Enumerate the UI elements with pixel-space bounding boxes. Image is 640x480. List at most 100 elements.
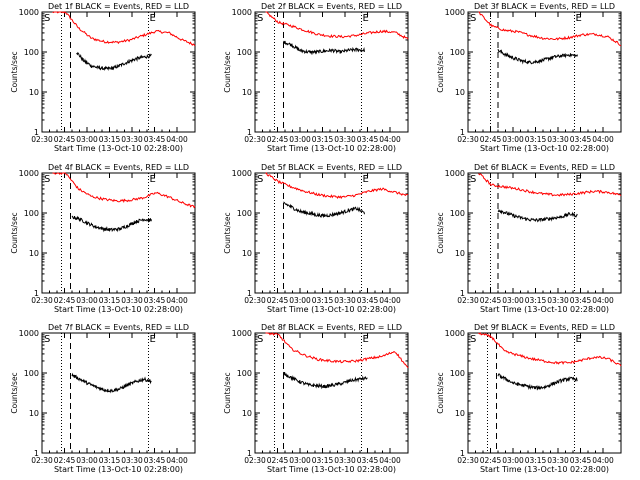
y-axis-label: Counts/sec: [10, 212, 19, 253]
end-marker: E: [150, 13, 156, 24]
x-tick-label: 04:00: [379, 456, 401, 465]
x-tick-label: 03:00: [289, 135, 311, 144]
x-tick-label: 02:45: [480, 456, 502, 465]
x-tick-label: 03:00: [76, 296, 98, 305]
events-trace: [497, 48, 578, 65]
x-tick-label: 03:00: [289, 456, 311, 465]
x-tick-label: 04:00: [592, 296, 614, 305]
x-tick-label: 02:30: [244, 296, 266, 305]
y-tick-label: 100: [237, 369, 252, 378]
y-tick-label: 1000: [232, 8, 252, 17]
end-marker: E: [576, 13, 582, 24]
x-axis-label: Start Time (13-Oct-10 02:28:00): [480, 305, 609, 314]
x-tick-label: 02:45: [267, 296, 289, 305]
y-tick-label: 100: [450, 48, 465, 57]
events-trace: [283, 40, 365, 56]
end-marker: E: [576, 174, 582, 185]
panel-title: Det 3f BLACK = Events, RED = LLD: [474, 2, 615, 11]
x-tick-label: 03:30: [547, 296, 569, 305]
start-marker: S: [44, 174, 50, 185]
y-tick-label: 100: [24, 209, 39, 218]
x-tick-label: 03:30: [334, 456, 356, 465]
x-axis-label: Start Time (13-Oct-10 02:28:00): [54, 465, 183, 474]
x-tick-label: 03:00: [76, 135, 98, 144]
x-tick-label: 03:45: [570, 456, 592, 465]
x-tick-label: 03:15: [525, 135, 547, 144]
x-tick-label: 03:15: [525, 296, 547, 305]
x-tick-label: 03:00: [76, 456, 98, 465]
x-tick-label: 02:30: [31, 456, 53, 465]
plot-frame: [41, 332, 196, 454]
x-tick-label: 03:45: [357, 456, 379, 465]
lld-trace: [52, 11, 196, 47]
events-trace: [283, 201, 365, 219]
panel-3: Det 3f BLACK = Events, RED = LLD 1 10 100 10…: [436, 2, 622, 153]
plot-frame: [41, 172, 196, 294]
y-tick-label: 1000: [19, 169, 39, 178]
x-tick-label: 04:00: [166, 296, 188, 305]
y-tick-label: 1: [247, 449, 252, 458]
x-axis-label: Start Time (13-Oct-10 02:28:00): [267, 144, 396, 153]
y-tick-label: 100: [237, 209, 252, 218]
end-marker: E: [363, 13, 369, 24]
x-tick-label: 02:30: [31, 296, 53, 305]
x-tick-label: 03:00: [502, 296, 524, 305]
x-tick-label: 03:30: [121, 296, 143, 305]
panel-title: Det 5f BLACK = Events, RED = LLD: [261, 163, 402, 172]
y-tick-label: 10: [29, 409, 39, 418]
panel-title: Det 8f BLACK = Events, RED = LLD: [261, 323, 402, 332]
panel-6: Det 6f BLACK = Events, RED = LLD 1 10 100 10…: [436, 163, 622, 314]
x-tick-label: 03:15: [312, 456, 334, 465]
y-tick-label: 10: [455, 249, 465, 258]
x-tick-label: 03:30: [121, 456, 143, 465]
y-tick-label: 10: [455, 88, 465, 97]
y-tick-label: 1000: [445, 8, 465, 17]
events-trace: [71, 372, 152, 394]
y-tick-label: 100: [450, 369, 465, 378]
panel-9: Det 9f BLACK = Events, RED = LLD 1 10 100 10…: [436, 323, 622, 474]
plot-frame: [254, 11, 409, 133]
end-marker: E: [576, 334, 582, 345]
lld-trace: [478, 332, 622, 367]
panel-5: Det 5f BLACK = Events, RED = LLD 1 10 100 10…: [223, 163, 409, 314]
y-axis-label: Counts/sec: [223, 51, 232, 92]
start-marker: S: [257, 174, 263, 185]
x-tick-label: 02:45: [480, 296, 502, 305]
y-tick-label: 1000: [232, 329, 252, 338]
end-marker: E: [150, 334, 156, 345]
x-tick-label: 03:30: [121, 135, 143, 144]
y-tick-label: 1: [247, 289, 252, 298]
panel-1: Det 1f BLACK = Events, RED = LLD 1 10 100 10…: [10, 2, 196, 153]
x-tick-label: 04:00: [592, 456, 614, 465]
panel-title: Det 6f BLACK = Events, RED = LLD: [474, 163, 615, 172]
x-tick-label: 03:45: [357, 135, 379, 144]
x-tick-label: 03:30: [547, 135, 569, 144]
x-tick-label: 03:15: [99, 296, 121, 305]
x-tick-label: 03:00: [289, 296, 311, 305]
start-marker: S: [470, 334, 476, 345]
x-tick-label: 02:30: [244, 135, 266, 144]
panel-title: Det 4f BLACK = Events, RED = LLD: [48, 163, 189, 172]
x-tick-label: 03:30: [334, 135, 356, 144]
y-tick-label: 1: [34, 128, 39, 137]
end-marker: E: [363, 174, 369, 185]
y-axis-label: Counts/sec: [436, 51, 445, 92]
x-tick-label: 03:15: [99, 456, 121, 465]
y-tick-label: 1000: [232, 169, 252, 178]
y-tick-label: 1: [460, 128, 465, 137]
y-axis-label: Counts/sec: [436, 372, 445, 413]
x-tick-label: 03:15: [99, 135, 121, 144]
y-tick-label: 100: [450, 209, 465, 218]
y-tick-label: 10: [242, 409, 252, 418]
lld-trace: [265, 172, 409, 200]
events-trace: [71, 215, 152, 233]
y-tick-label: 10: [29, 88, 39, 97]
y-tick-label: 1000: [19, 329, 39, 338]
x-tick-label: 04:00: [379, 135, 401, 144]
start-marker: S: [470, 174, 476, 185]
events-trace: [497, 208, 578, 223]
end-marker: E: [150, 174, 156, 185]
plot-frame: [41, 11, 196, 133]
x-tick-label: 02:30: [244, 456, 266, 465]
